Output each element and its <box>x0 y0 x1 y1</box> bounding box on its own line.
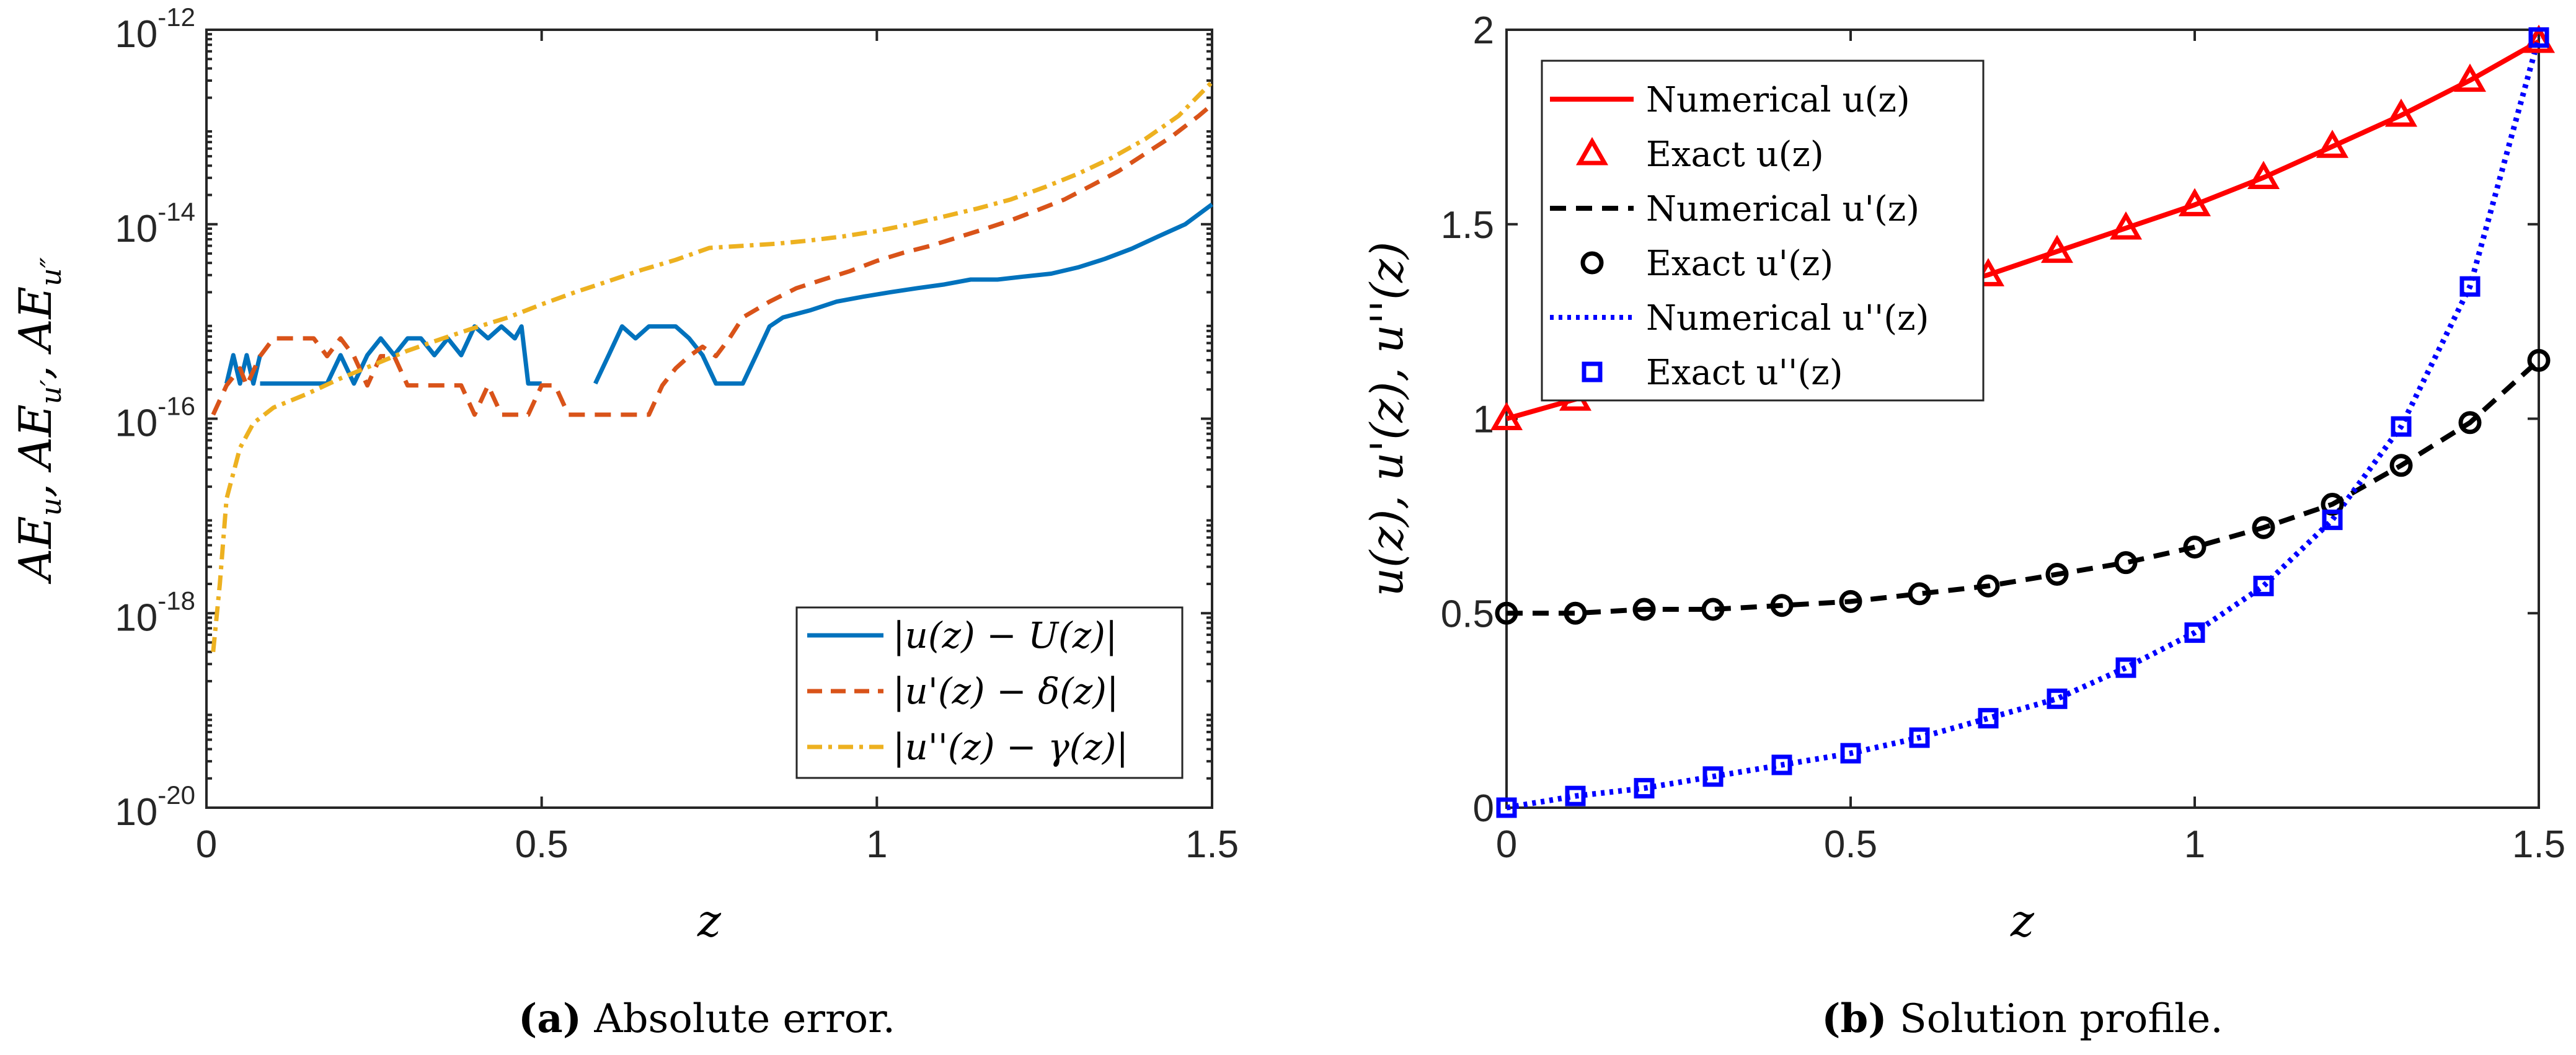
y-tick-label-b: 1.5 <box>1441 204 1494 247</box>
marker-b-3 <box>1632 598 1656 621</box>
series-layer-b <box>1490 24 2556 818</box>
marker-b-5 <box>2047 688 2068 709</box>
legend-entry-b-4: Numerical u''(z) <box>1550 298 1929 338</box>
marker-b-3 <box>1908 582 1931 606</box>
y-tick-label-b: 1 <box>1473 399 1494 441</box>
legend-a: |u(z) − U(z)| |u'(z) − δ(z)| |u''(z) − γ… <box>795 606 1184 779</box>
marker-b-3 <box>1701 598 1725 621</box>
marker-b-5 <box>2459 276 2481 297</box>
marker-b-5 <box>1565 785 1586 806</box>
legend-entry-a-du: |u'(z) − δ(z)| <box>807 670 1118 712</box>
legend-label-b-5: Exact u''(z) <box>1646 353 1843 393</box>
legend-entry-b-3: Exact u'(z) <box>1580 244 1833 284</box>
panel-a-absolute-error: 0 0.5 1 1.5 10-20 10-18 10-16 10-14 10-12 AEu, A… <box>9 2 1239 1042</box>
marker-b-3 <box>2527 348 2551 372</box>
legend-marker-b-5 <box>1582 361 1603 382</box>
legend-entry-b-0: Numerical u(z) <box>1550 80 1910 120</box>
marker-b-1 <box>2384 98 2418 127</box>
legend-marker-b-3 <box>1580 251 1604 275</box>
marker-b-3 <box>1770 594 1794 617</box>
marker-b-1 <box>2178 188 2211 216</box>
x-tick-label-b: 0.5 <box>1824 823 1877 866</box>
legend-entry-b-1: Exact u(z) <box>1575 135 1824 175</box>
marker-b-1 <box>2247 161 2280 189</box>
legend-label-a-u: |u(z) − U(z)| <box>893 614 1117 656</box>
axis-ticks-a: 0 0.5 1 1.5 10-20 10-18 10-16 10-14 10-12 <box>115 2 1239 866</box>
panel-b-solution-profile: 0 0.5 1 1.500.511.52 u(z), u'(z), u''(z) z … <box>1361 9 2565 1042</box>
legend-entry-b-5: Exact u''(z) <box>1582 353 1843 393</box>
x-axis-label-a: z <box>697 894 722 947</box>
x-tick-label-a: 1 <box>866 823 887 866</box>
marker-b-3 <box>1839 589 1862 613</box>
x-tick-label-a: 0 <box>196 823 217 866</box>
legend-label-b-4: Numerical u''(z) <box>1646 298 1929 338</box>
x-tick-label-b: 1.5 <box>2512 823 2565 866</box>
marker-b-3 <box>1976 574 2000 598</box>
marker-b-5 <box>2115 657 2136 678</box>
marker-b-3 <box>2114 551 2138 575</box>
y-tick-label-b: 2 <box>1473 9 1494 52</box>
legend-label-b-1: Exact u(z) <box>1646 135 1824 175</box>
x-axis-label-b: z <box>2010 894 2035 947</box>
marker-b-5 <box>2322 510 2343 531</box>
y-tick-label-a: 10-16 <box>115 392 195 445</box>
x-tick-label-a: 0.5 <box>515 823 569 866</box>
series-line-b-2 <box>1507 358 2541 616</box>
marker-b-5 <box>1634 778 1655 799</box>
marker-b-1 <box>2040 234 2074 263</box>
y-tick-label-a: 10-20 <box>115 780 195 834</box>
legend-label-b-3: Exact u'(z) <box>1646 244 1833 284</box>
caption-b: (b) Solution profile. <box>1821 995 2223 1042</box>
marker-b-5 <box>1909 727 1930 748</box>
y-axis-label-b: u(z), u'(z), u''(z) <box>1361 242 1413 596</box>
axis-ticks-b: 0 0.5 1 1.5 0 0.5 1 1.5 2 <box>1441 9 2565 866</box>
legend-entry-a-u: |u(z) − U(z)| <box>807 614 1117 656</box>
legend-label-a-ddu: |u''(z) − γ(z)| <box>893 726 1128 768</box>
marker-b-1 <box>2316 130 2349 158</box>
y-tick-label-b: 0 <box>1473 787 1494 830</box>
series-layer-a <box>211 80 1214 653</box>
y-tick-label-b: 0.5 <box>1441 593 1494 635</box>
series-line-a-1 <box>211 103 1214 417</box>
legend-label-b-0: Numerical u(z) <box>1646 80 1910 120</box>
x-tick-label-b: 1 <box>2184 823 2205 866</box>
legend-label-a-du: |u'(z) − δ(z)| <box>893 670 1118 712</box>
marker-b-3 <box>1564 601 1587 625</box>
marker-b-1 <box>1490 402 1523 430</box>
legend-entry-a-ddu: |u''(z) − γ(z)| <box>807 726 1128 768</box>
marker-b-5 <box>2528 27 2549 48</box>
marker-b-3 <box>2389 454 2413 477</box>
marker-b-5 <box>1978 708 1999 729</box>
marker-b-3 <box>2458 411 2482 435</box>
x-tick-label-b: 0 <box>1496 823 1517 866</box>
y-tick-label-a: 10-14 <box>115 197 195 250</box>
series-line-a-0 <box>224 202 1214 386</box>
marker-b-3 <box>1495 601 1518 625</box>
legend-marker-b-1 <box>1575 136 1609 166</box>
legend-entry-b-2: Numerical u'(z) <box>1550 189 1919 229</box>
marker-b-5 <box>2184 622 2205 643</box>
marker-b-3 <box>2045 563 2069 586</box>
y-tick-label-a: 10-12 <box>115 2 195 56</box>
y-axis-label-a: AEu, AEu′, AEu″ <box>9 257 68 585</box>
marker-b-5 <box>1702 766 1724 787</box>
marker-b-1 <box>2453 63 2487 92</box>
x-tick-label-a: 1.5 <box>1185 823 1239 866</box>
series-line-b-4 <box>1506 37 2542 811</box>
marker-b-5 <box>1771 754 1792 775</box>
marker-b-3 <box>2183 536 2206 559</box>
y-tick-label-a: 10-18 <box>115 586 195 639</box>
marker-b-1 <box>2109 211 2143 240</box>
caption-a: (a) Absolute error. <box>518 995 895 1042</box>
marker-b-5 <box>2391 416 2412 437</box>
marker-b-5 <box>2253 575 2274 596</box>
marker-b-5 <box>1496 797 1517 818</box>
legend-b: Numerical u(z) Exact u(z) Numerical u'(z) E… <box>1541 60 1985 402</box>
legend-box-b <box>1541 60 1985 402</box>
legend-label-b-2: Numerical u'(z) <box>1646 189 1919 229</box>
marker-b-3 <box>2252 516 2275 539</box>
marker-b-5 <box>1840 743 1861 764</box>
